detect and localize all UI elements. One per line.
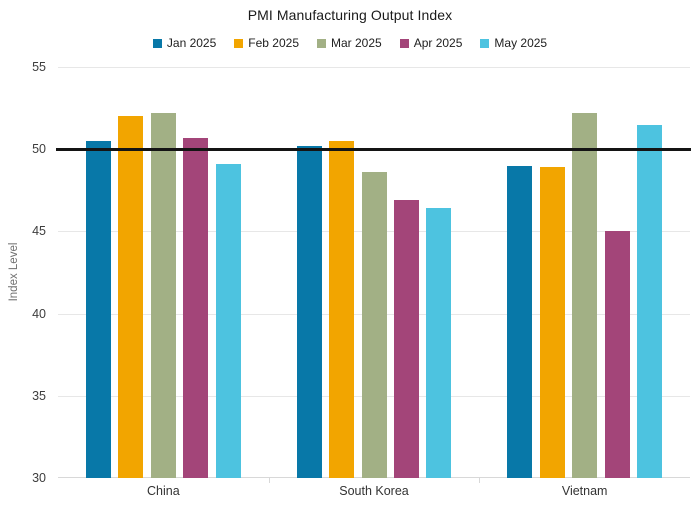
- legend-item-may-2025: May 2025: [480, 36, 547, 50]
- bar-vietnam-mar-2025: [572, 113, 598, 478]
- bar-south-korea-jan-2025: [296, 145, 322, 478]
- x-axis-category-labels: China South Korea Vietnam: [58, 484, 690, 500]
- legend-swatch-jan-2025: [152, 38, 162, 48]
- plot-area: [56, 67, 691, 483]
- y-tick-55: 55: [32, 60, 46, 74]
- legend-label-jan-2025: Jan 2025: [166, 36, 217, 50]
- legend-item-feb-2025: Feb 2025: [234, 36, 299, 50]
- legend-label-apr-2025: Apr 2025: [413, 36, 463, 50]
- legend-label-mar-2025: Mar 2025: [331, 36, 382, 50]
- bar-china-may-2025: [215, 163, 241, 478]
- category-separator-tick: [479, 478, 481, 483]
- gridline-55: [58, 67, 690, 68]
- bar-china-apr-2025: [183, 137, 209, 478]
- legend-swatch-may-2025: [480, 38, 490, 48]
- chart-title: PMI Manufacturing Output Index: [247, 7, 453, 23]
- x-category-label-vietnam: Vietnam: [561, 484, 608, 498]
- bar-vietnam-jan-2025: [507, 165, 533, 478]
- legend-swatch-apr-2025: [399, 38, 409, 48]
- legend: Jan 2025 Feb 2025 Mar 2025 Apr 2025 May 2025: [0, 36, 700, 50]
- legend-swatch-feb-2025: [234, 38, 244, 48]
- x-category-label-china: China: [146, 484, 180, 498]
- bar-south-korea-may-2025: [426, 208, 452, 478]
- reference-line-50: [56, 148, 691, 151]
- bar-vietnam-feb-2025: [539, 167, 565, 478]
- bar-china-jan-2025: [86, 140, 112, 478]
- legend-swatch-mar-2025: [317, 38, 326, 48]
- category-separator-tick: [268, 478, 270, 483]
- y-axis-tick-labels: 30 35 40 45 50 55: [0, 60, 46, 485]
- bar-vietnam-may-2025: [636, 124, 662, 478]
- bar-china-mar-2025: [150, 113, 176, 478]
- bar-china-feb-2025: [118, 116, 144, 478]
- legend-item-mar-2025: Mar 2025: [317, 36, 382, 50]
- bar-vietnam-apr-2025: [604, 231, 630, 478]
- bar-south-korea-apr-2025: [393, 200, 419, 478]
- legend-label-may-2025: May 2025: [494, 36, 548, 50]
- y-tick-50: 50: [32, 142, 46, 157]
- bar-south-korea-mar-2025: [361, 172, 387, 478]
- legend-label-feb-2025: Feb 2025: [248, 36, 299, 50]
- x-category-label-south-korea: South Korea: [339, 484, 409, 498]
- legend-item-jan-2025: Jan 2025: [152, 36, 217, 50]
- y-tick-35: 35: [32, 388, 46, 403]
- y-tick-40: 40: [32, 306, 46, 321]
- y-tick-30: 30: [32, 471, 46, 485]
- legend-item-apr-2025: Apr 2025: [399, 36, 463, 50]
- bar-south-korea-feb-2025: [329, 140, 355, 478]
- y-tick-45: 45: [32, 224, 46, 239]
